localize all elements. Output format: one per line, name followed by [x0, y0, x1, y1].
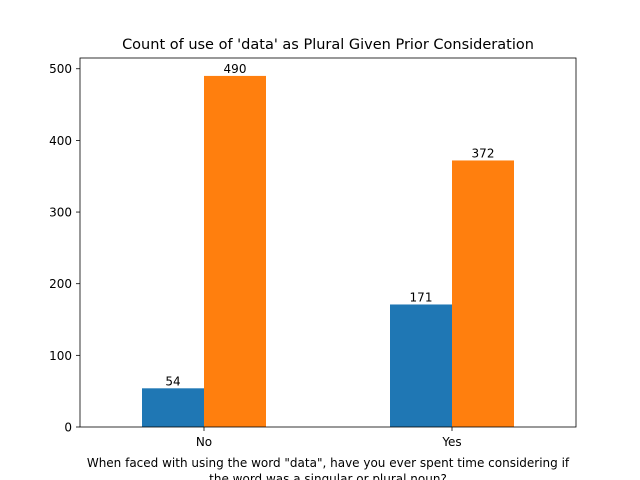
axes-frame	[79, 57, 577, 428]
bar-no-series-2	[204, 75, 266, 427]
plot-area: 54 490 No 171 372 Yes 0 100 200 300 400 500	[49, 57, 577, 449]
data-label-yes-series-2: 372	[472, 146, 495, 160]
x-tick-label-no: No	[196, 435, 212, 449]
chart-title: Count of use of 'data' as Plural Given P…	[122, 37, 534, 53]
y-tick-label-0: 0	[64, 421, 72, 435]
bar-yes-series-1	[390, 304, 452, 427]
x-axis-label-line-2: the word was a singular or plural noun?	[209, 472, 447, 480]
y-tick-label-100: 100	[49, 349, 72, 363]
y-tick-label-500: 500	[49, 62, 72, 76]
x-axis-label-line-1: When faced with using the word "data", h…	[87, 456, 570, 470]
bar-no-series-1	[142, 388, 204, 427]
bar-yes-series-2	[452, 160, 514, 427]
data-label-no-series-2: 490	[224, 62, 247, 76]
y-tick-label-300: 300	[49, 206, 72, 220]
y-tick-label-400: 400	[49, 134, 72, 148]
x-tick-label-yes: Yes	[441, 435, 461, 449]
data-label-yes-series-1: 171	[410, 290, 433, 304]
data-label-no-series-1: 54	[165, 374, 180, 388]
y-tick-label-200: 200	[49, 277, 72, 291]
